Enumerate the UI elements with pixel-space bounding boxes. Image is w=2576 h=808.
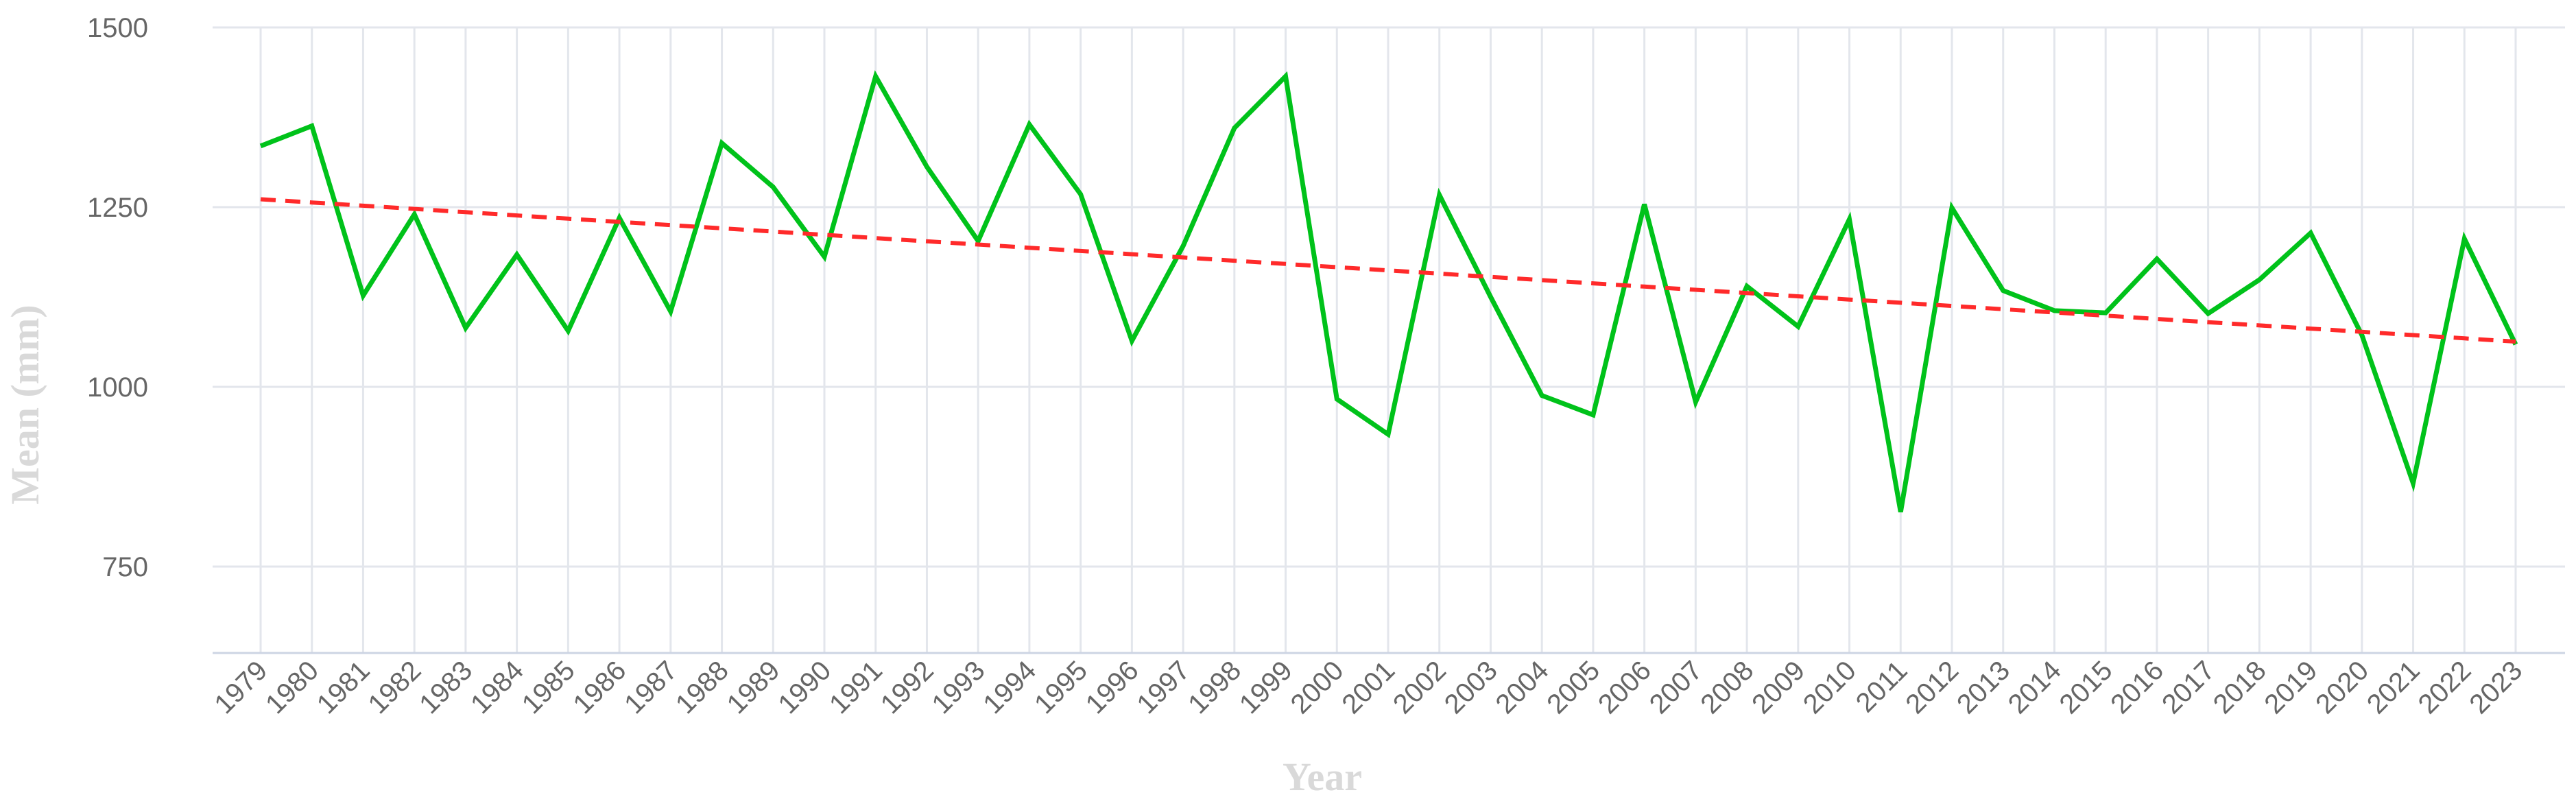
series-layer (259, 70, 2518, 513)
x-tick-label-2021: 2021 (2361, 655, 2426, 720)
x-tick-label-1983: 1983 (414, 655, 478, 720)
x-tick-label-1988: 1988 (670, 655, 735, 720)
x-tick-label-2002: 2002 (1387, 655, 1452, 720)
grid-layer (213, 26, 2565, 653)
x-tick-label-1984: 1984 (465, 655, 529, 720)
x-tick-label-2017: 2017 (2156, 655, 2221, 720)
y-tick-label-1500: 1500 (87, 13, 148, 43)
x-tick-label-1997: 1997 (1131, 655, 1195, 720)
x-tick-label-2018: 2018 (2208, 655, 2272, 720)
x-tick-label-1981: 1981 (311, 655, 376, 720)
x-tick-label-1991: 1991 (824, 655, 888, 720)
x-tick-label-1985: 1985 (516, 655, 581, 720)
x-tick-label-2011: 2011 (1850, 655, 1913, 718)
x-tick-label-1996: 1996 (1080, 655, 1145, 720)
x-tick-label-1982: 1982 (363, 655, 427, 720)
x-tick-label-2014: 2014 (2003, 655, 2067, 720)
x-tick-label-2022: 2022 (2413, 655, 2477, 720)
x-tick-label-1999: 1999 (1234, 655, 1298, 720)
x-tick-label-1989: 1989 (721, 655, 786, 720)
x-tick-label-2009: 2009 (1746, 655, 1811, 720)
x-tick-label-1993: 1993 (927, 655, 991, 720)
x-tick-label-2006: 2006 (1593, 655, 1657, 720)
x-tick-label-2013: 2013 (1951, 655, 2016, 720)
x-tick-label-1979: 1979 (208, 655, 273, 720)
x-tick-label-2005: 2005 (1541, 655, 1606, 720)
x-tick-label-2004: 2004 (1490, 655, 1555, 720)
x-tick-label-1994: 1994 (977, 655, 1042, 720)
x-tick-label-2007: 2007 (1644, 655, 1708, 720)
x-tick-label-2008: 2008 (1695, 655, 1759, 720)
x-tick-label-2023: 2023 (2464, 655, 2528, 720)
x-tick-label-1986: 1986 (567, 655, 632, 720)
x-tick-label-2020: 2020 (2310, 655, 2374, 720)
x-tick-label-2019: 2019 (2258, 655, 2323, 720)
x-tick-label-1998: 1998 (1182, 655, 1247, 720)
x-tick-label-1987: 1987 (619, 655, 683, 720)
y-tick-label-1250: 1250 (87, 193, 148, 223)
x-tick-label-2012: 2012 (1900, 655, 1964, 720)
trend-line (260, 197, 2516, 344)
x-tick-label-1980: 1980 (260, 655, 324, 720)
x-tick-label-2015: 2015 (2054, 655, 2119, 720)
x-tick-label-2010: 2010 (1798, 655, 1862, 720)
x-tick-label-2001: 2001 (1336, 655, 1400, 720)
x-tick-label-1992: 1992 (875, 655, 940, 720)
y-tick-label-750: 750 (102, 552, 148, 582)
x-tick-label-2016: 2016 (2105, 655, 2169, 720)
y-tick-label-1000: 1000 (87, 372, 148, 403)
y-axis-title: Mean (mm) (3, 305, 47, 505)
x-tick-label-1990: 1990 (772, 655, 837, 720)
mean-series-line (259, 70, 2518, 513)
axis-layer: 7501000125015001979198019811982198319841… (87, 13, 2565, 720)
x-axis-title: Year (1283, 754, 1362, 799)
x-tick-label-1995: 1995 (1029, 655, 1093, 720)
x-tick-label-2003: 2003 (1439, 655, 1503, 720)
x-tick-label-2000: 2000 (1285, 655, 1350, 720)
